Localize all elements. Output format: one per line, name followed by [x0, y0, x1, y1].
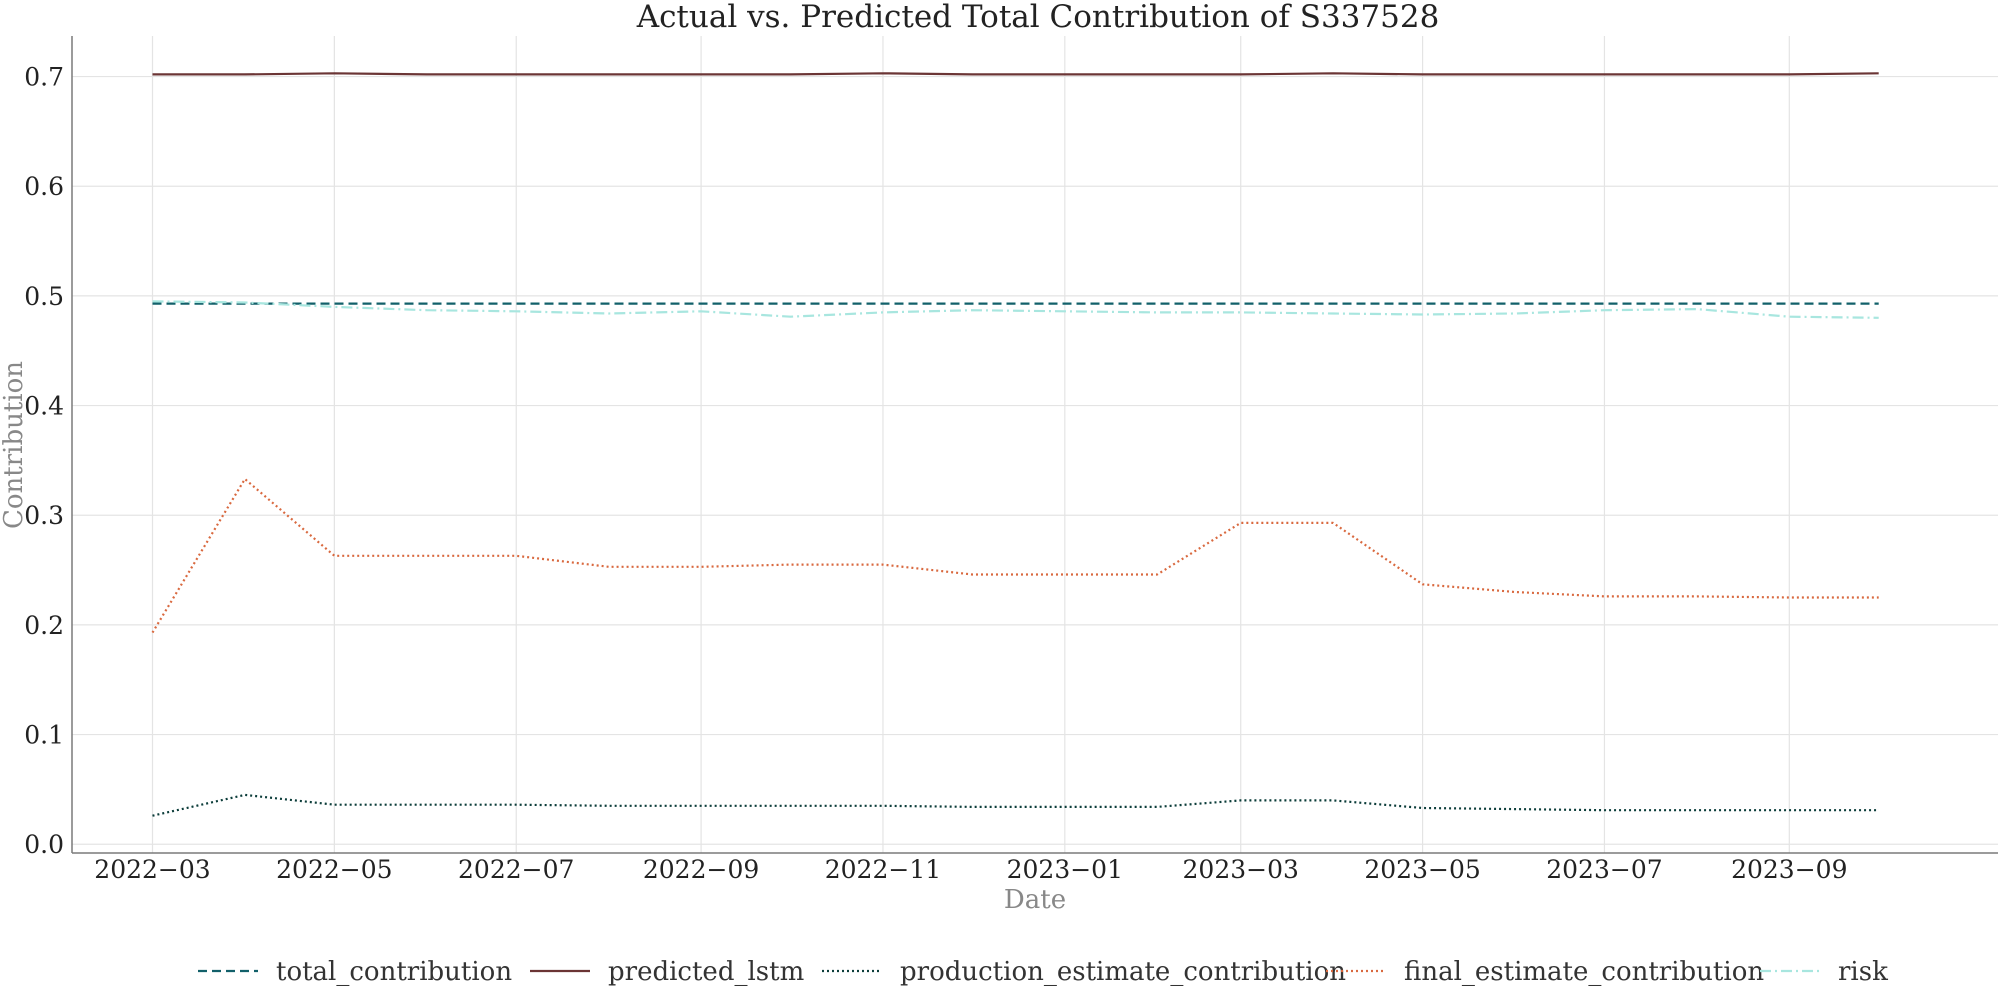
series-line-production-estimate-contribution	[152, 793, 1879, 817]
y-tick-label: 0.6	[24, 172, 64, 201]
x-tick-labels: 2022−03 2022−05 2022−07 2022−09 2022−11 2023−…	[94, 855, 1847, 884]
chart-title: Actual vs. Predicted Total Contribution …	[636, 0, 1440, 35]
legend-label: production_estimate_contribution	[900, 957, 1346, 987]
y-tick-label: 0.0	[24, 830, 64, 859]
legend-label: total_contribution	[276, 957, 512, 987]
y-tick-label: 0.7	[24, 63, 64, 92]
x-tick-label: 2022−11	[825, 855, 941, 884]
series-line-final-estimate-contribution	[151, 477, 1879, 634]
x-tick-label: 2022−09	[643, 855, 759, 884]
x-tick-label: 2022−05	[276, 855, 392, 884]
x-tick-label: 2023−01	[1007, 855, 1123, 884]
y-tick-label: 0.2	[24, 611, 64, 640]
y-tick-label: 0.1	[24, 721, 64, 750]
legend-label: risk	[1838, 957, 1888, 987]
x-tick-label: 2023−03	[1183, 855, 1299, 884]
legend-label: predicted_lstm	[608, 957, 804, 987]
x-tick-label: 2023−05	[1364, 855, 1480, 884]
grid-lines	[72, 36, 1998, 853]
series-line-predicted-lstm	[152, 72, 1879, 76]
y-tick-label: 0.3	[24, 501, 64, 530]
series-lines	[151, 72, 1879, 817]
x-axis-title: Date	[1004, 885, 1066, 915]
axes	[71, 36, 1998, 854]
y-tick-label: 0.5	[24, 282, 64, 311]
legend: total_contribution predicted_lstm producti…	[198, 957, 1888, 987]
x-tick-label: 2023−09	[1731, 855, 1847, 884]
y-tick-label: 0.4	[24, 392, 64, 421]
x-tick-label: 2022−07	[458, 855, 574, 884]
y-tick-labels: 0.0 0.1 0.2 0.3 0.4 0.5 0.6 0.7	[24, 63, 64, 860]
y-axis-title: Contribution	[0, 361, 29, 529]
legend-label: final_estimate_contribution	[1404, 957, 1764, 987]
x-tick-label: 2023−07	[1546, 855, 1662, 884]
x-tick-label: 2022−03	[94, 855, 210, 884]
series-line-risk	[152, 300, 1879, 319]
